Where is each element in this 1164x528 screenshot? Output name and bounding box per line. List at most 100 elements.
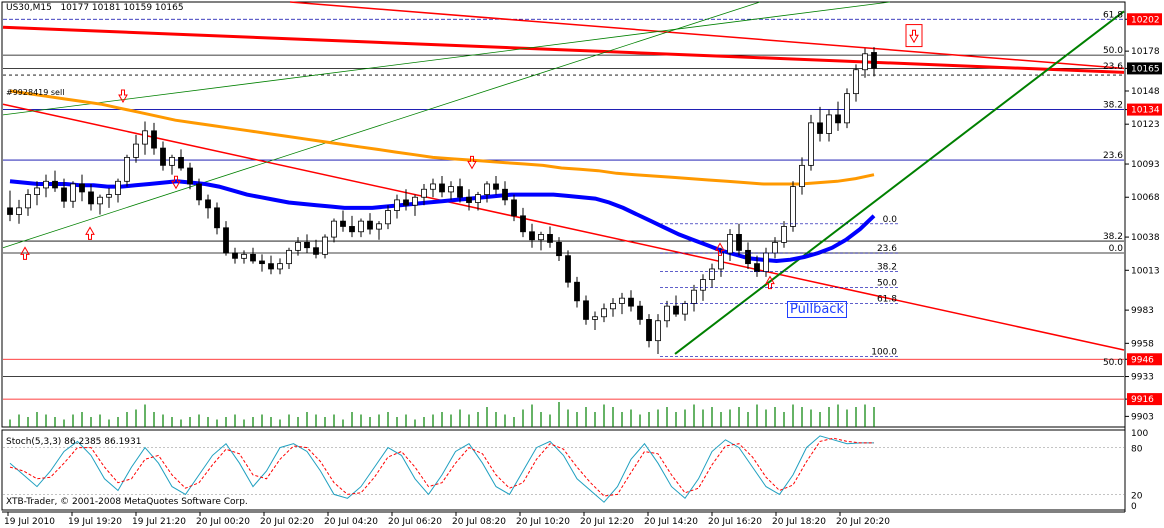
horizontal-levels [3, 18, 1124, 400]
candle-body [871, 52, 877, 69]
arrow-down-icon [467, 155, 477, 170]
price-tick-label: 10038 [1131, 233, 1160, 243]
candle-body [115, 180, 121, 195]
candle-body [826, 114, 832, 134]
candle-body [304, 241, 310, 249]
price-tick-label: 10178 [1131, 47, 1160, 57]
candle-body [331, 220, 337, 238]
candle-body [250, 253, 256, 262]
stoch-tick-label: 20 [1131, 491, 1143, 501]
candle-body [7, 207, 13, 215]
candle-body [673, 305, 679, 315]
arrow-down-icon [909, 29, 919, 44]
candle-body [538, 234, 544, 241]
order-label[interactable]: #9928419 sell [6, 88, 65, 97]
trend-red-thick [2, 25, 1125, 74]
candle-body [520, 215, 526, 233]
chart-header: US30,M15 10177 10181 10159 10165 [6, 3, 184, 13]
candle-body [169, 156, 175, 166]
fib-right-label: 50.0 [1103, 358, 1123, 368]
fib-inner-label: 61.8 [877, 294, 897, 304]
fib-right-label: 50.0 [1103, 46, 1123, 56]
candle-body [142, 130, 148, 145]
candle-body [97, 196, 103, 205]
stoch-pane [1, 429, 1126, 511]
candle-body [511, 199, 517, 217]
candle-body [592, 316, 598, 320]
price-tick-label: 10148 [1131, 87, 1160, 97]
trend-lines [2, 1, 1125, 355]
candle-body [763, 252, 769, 273]
candle-body [160, 147, 166, 166]
price-tag-label: 9946 [1131, 355, 1154, 365]
candle-body [340, 220, 346, 227]
candle-body [16, 207, 22, 215]
time-tick-label: 20 Jul 12:20 [580, 517, 634, 527]
candle-body [700, 279, 706, 291]
price-tick-label: 9983 [1131, 306, 1154, 316]
candle-body [79, 183, 85, 193]
trend-green-channel-2 [2, 1, 891, 116]
candle-body [466, 196, 472, 203]
price-tick-label: 10068 [1131, 193, 1160, 203]
time-tick-label: 20 Jul 04:20 [324, 517, 378, 527]
volume-bars [9, 402, 875, 427]
candle-body [835, 114, 841, 124]
candle-body [376, 223, 382, 230]
fib-right-label: 38.2 [1103, 101, 1123, 111]
ohlc-label: 10177 10181 10159 10165 [60, 3, 184, 13]
candle-body [808, 122, 814, 166]
candle-body [286, 249, 292, 265]
candle-body [601, 308, 607, 318]
price-tick-label: 9933 [1131, 373, 1154, 383]
trend-green-channel-1 [2, 1, 761, 249]
stoch-main-line [9, 435, 874, 503]
time-tick-label: 20 Jul 16:20 [708, 517, 762, 527]
copyright-label: XTB-Trader, © 2001-2008 MetaQuotes Softw… [6, 497, 248, 507]
price-tag-label: 10134 [1131, 106, 1160, 116]
candle-body [43, 180, 49, 189]
candle-body [655, 320, 661, 342]
pullback-annotation[interactable]: Pullback [787, 301, 847, 318]
candle-body [178, 156, 184, 169]
fib-inner-label: 23.6 [877, 244, 897, 254]
candle-body [322, 236, 328, 255]
time-tick-label: 20 Jul 08:20 [452, 517, 506, 527]
candle-body [412, 196, 418, 206]
price-tick-label: 9903 [1131, 412, 1154, 422]
candle-body [727, 234, 733, 254]
candle-body [268, 263, 274, 270]
candle-body [502, 188, 508, 201]
candle-body [736, 234, 742, 251]
candle-body [394, 199, 400, 211]
candle-body [313, 247, 319, 255]
fib-inner-label: 0.0 [883, 215, 898, 225]
candle-body [529, 231, 535, 241]
candle-body [187, 167, 193, 185]
fib-inner-label: 50.0 [877, 279, 897, 289]
candle-body [781, 226, 787, 243]
time-tick-label: 19 Jul 21:20 [132, 517, 186, 527]
stoch-signal-line [9, 437, 874, 497]
main-pane [1, 1, 1126, 428]
candle-body [52, 180, 58, 189]
candle-body [754, 263, 760, 273]
time-tick-label: 20 Jul 20:20 [836, 517, 890, 527]
price-tag-label: 9916 [1131, 395, 1154, 405]
time-tick-label: 20 Jul 02:20 [260, 517, 314, 527]
candle-body [610, 303, 616, 310]
stoch-axis-ticks: 100 80 200 [1131, 429, 1148, 512]
candle-body [799, 164, 805, 188]
time-tick-label: 20 Jul 00:20 [196, 517, 250, 527]
time-tick-label: 20 Jul 06:20 [388, 517, 442, 527]
candle-body [574, 281, 580, 302]
candle-body [853, 69, 859, 95]
candle-body [349, 226, 355, 233]
arrow-up-icon [765, 275, 775, 290]
candle-body [745, 249, 751, 265]
candle-body [583, 300, 589, 320]
candle-body [844, 93, 850, 124]
arrow-up-icon [20, 246, 30, 260]
fib-labels: 61.8 50.0 23.6 38.2 23.6 38.2 0.0 50.0 0.0 23.6 38… [660, 10, 1123, 368]
